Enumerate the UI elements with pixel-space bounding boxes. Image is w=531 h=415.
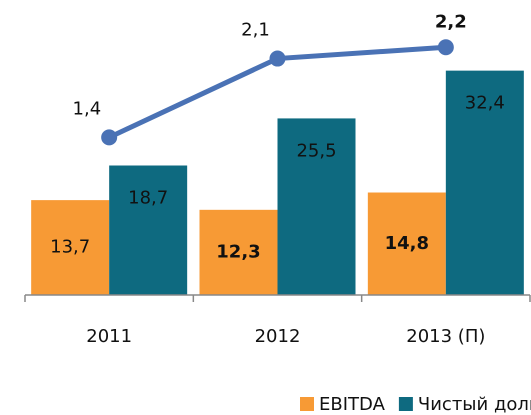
bar: [367, 192, 446, 295]
legend-swatch: [300, 397, 314, 411]
line-marker: [101, 129, 118, 146]
data-label: 13,7: [50, 237, 90, 258]
data-label: 18,7: [128, 188, 168, 209]
x-tick-label: 2011: [86, 326, 132, 347]
data-label: 25,5: [296, 140, 336, 161]
line-marker: [269, 50, 286, 67]
legend-label: EBITDA: [319, 394, 386, 415]
bar: [199, 209, 278, 295]
bar: [445, 70, 524, 295]
bar: [277, 118, 356, 295]
bar: [31, 200, 110, 295]
legend-swatch: [398, 397, 413, 411]
data-label: 12,3: [216, 241, 260, 262]
bar: [109, 165, 188, 295]
data-label: 14,8: [385, 233, 429, 254]
data-label: 2,1: [241, 20, 270, 41]
line-marker: [437, 39, 454, 56]
x-tick-label: 2012: [255, 326, 301, 347]
data-label: 1,4: [73, 98, 102, 119]
data-label: 32,4: [465, 93, 505, 114]
legend-label: Чистый долг: [418, 394, 531, 415]
x-tick-label: 2013 (П): [406, 326, 485, 347]
data-label: 2,2: [435, 11, 467, 32]
